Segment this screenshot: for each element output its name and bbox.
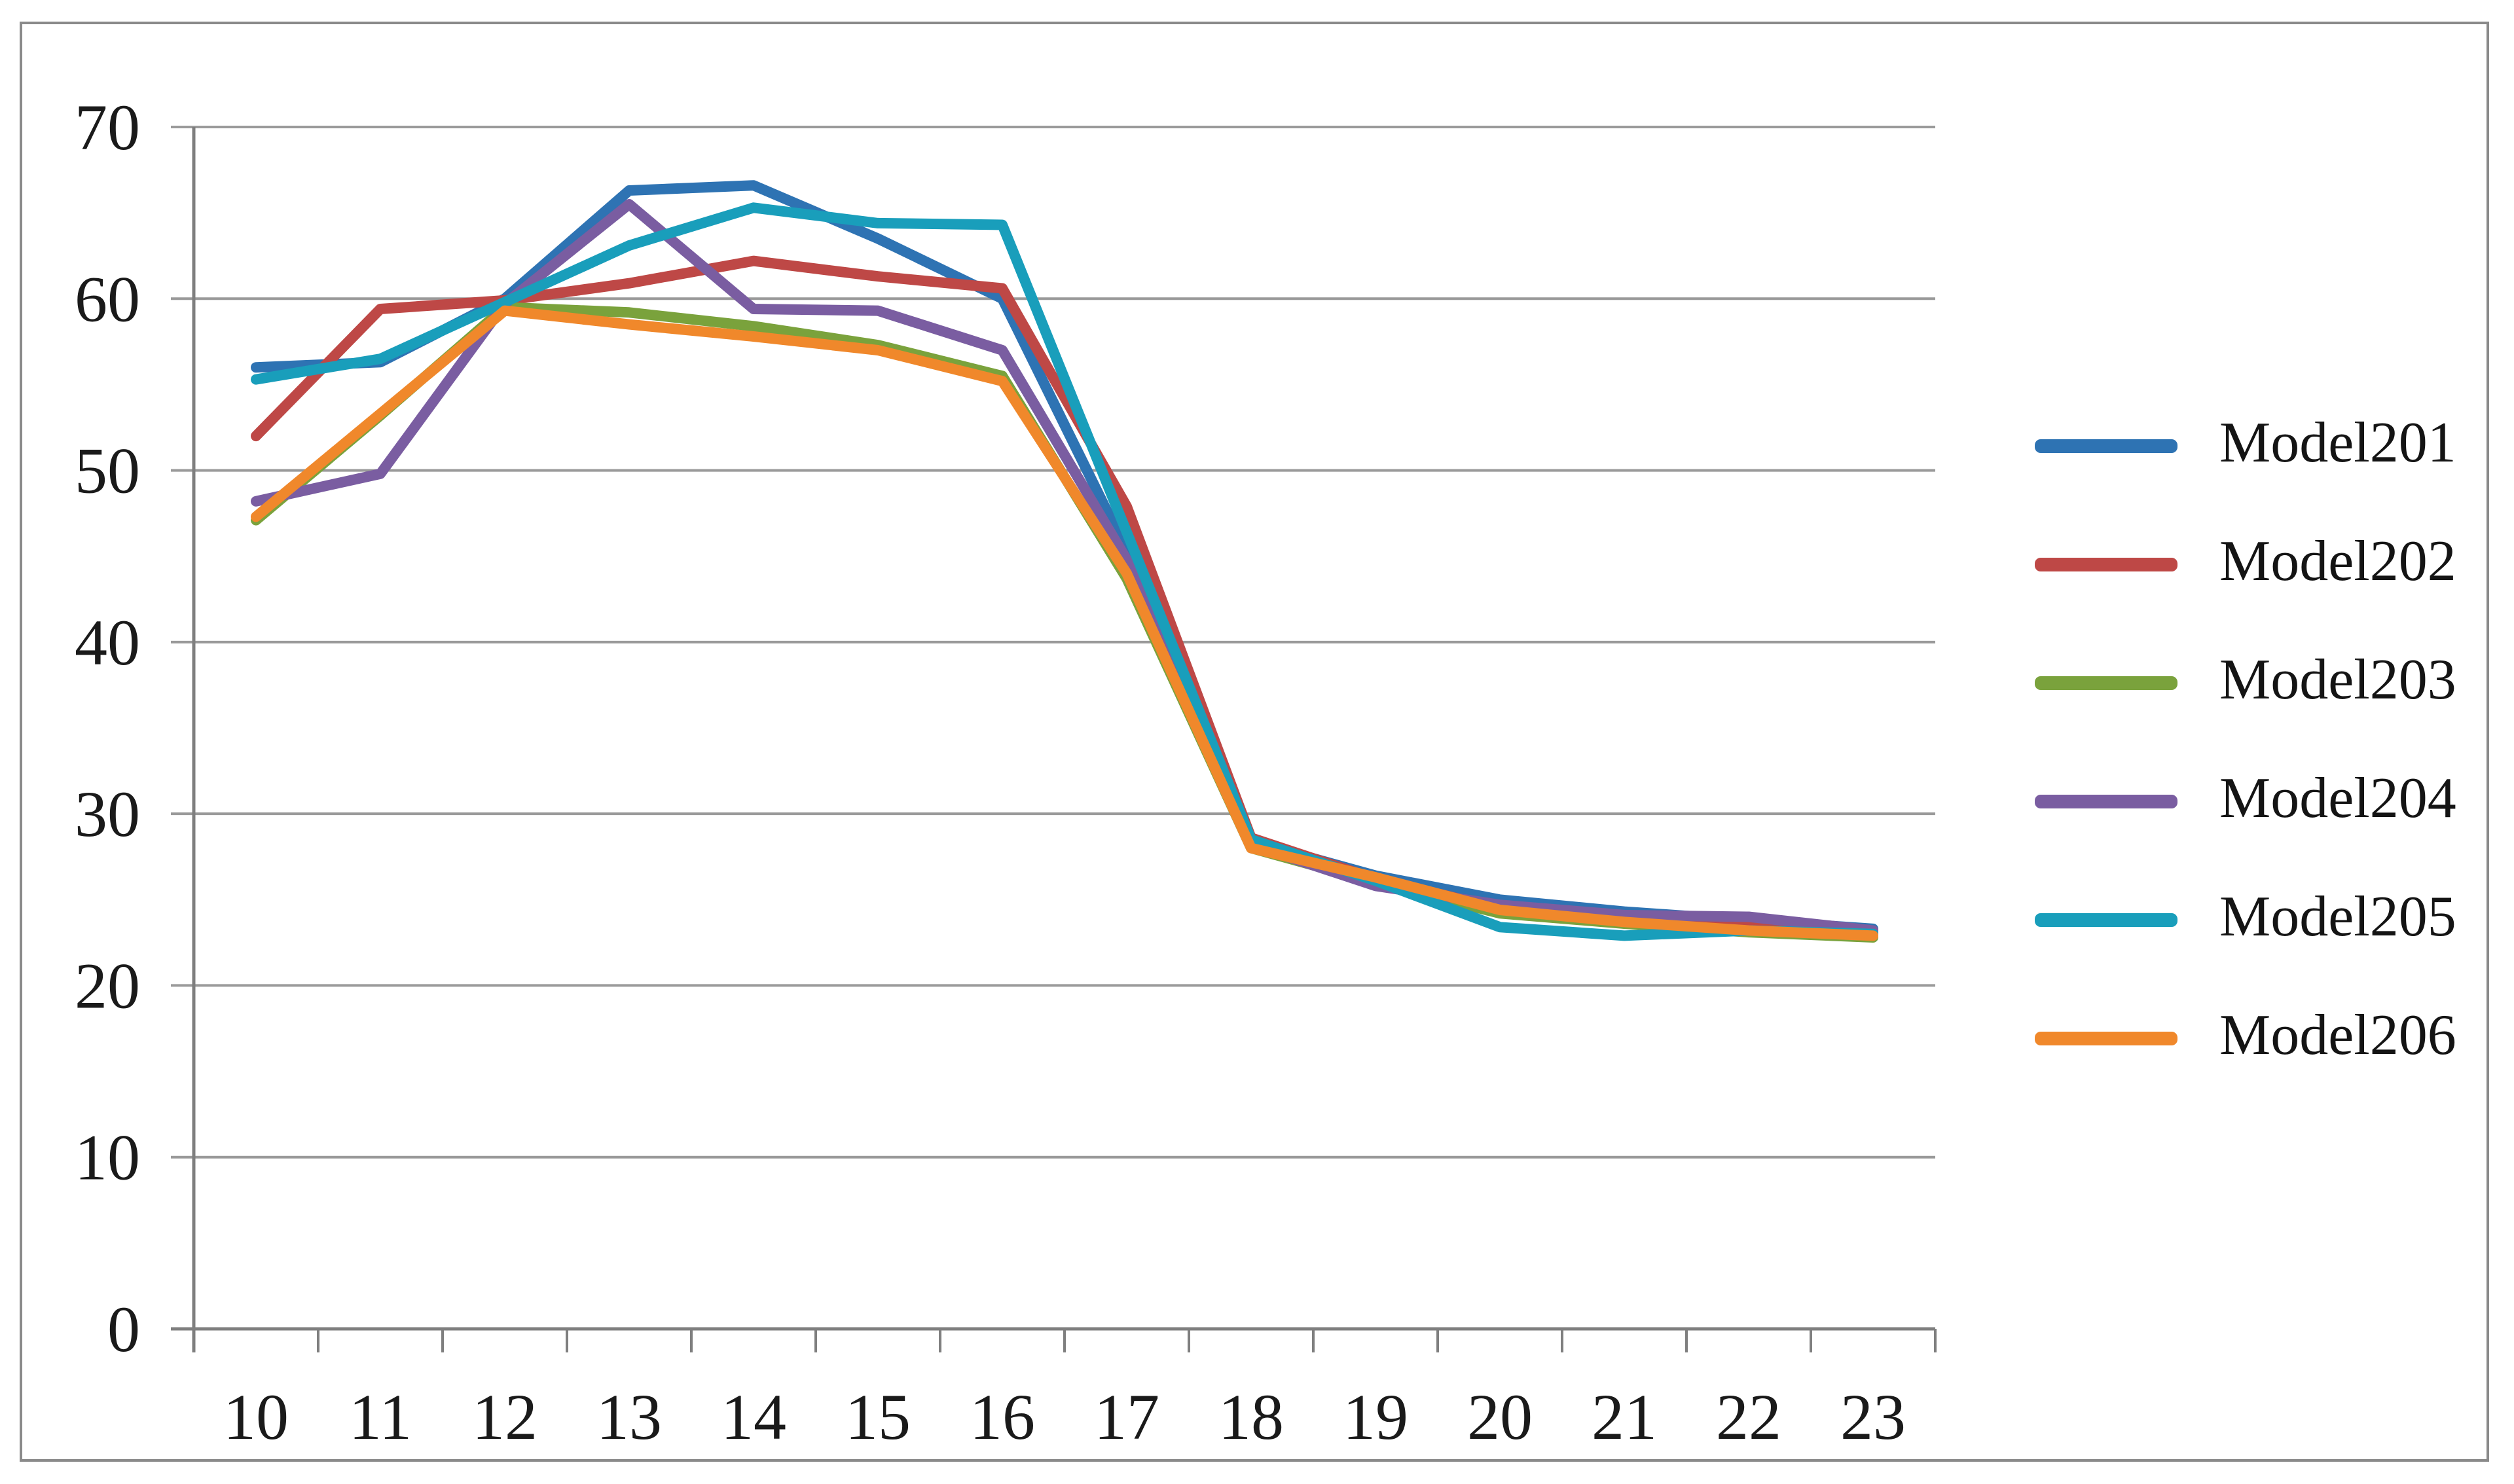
y-tick-label-70: 70 (75, 91, 140, 164)
x-tick-label-18: 18 (1218, 1381, 1284, 1453)
y-tick-label-50: 50 (75, 435, 140, 507)
x-tick-label-13: 13 (596, 1381, 662, 1453)
x-tick-label-22: 22 (1716, 1381, 1781, 1453)
x-tick-label-16: 16 (970, 1381, 1035, 1453)
x-tick-label-14: 14 (721, 1381, 786, 1453)
y-tick-label-20: 20 (75, 949, 140, 1022)
y-tick-label-40: 40 (75, 606, 140, 679)
series-line-Model205 (251, 202, 1878, 941)
x-tick-label-17: 17 (1094, 1381, 1159, 1453)
x-tick-label-19: 19 (1343, 1381, 1408, 1453)
x-tick-label-10: 10 (223, 1381, 289, 1453)
x-tick-label-23: 23 (1840, 1381, 1906, 1453)
series-line-Model206 (251, 305, 1878, 941)
series-line-Model202 (251, 255, 1878, 938)
y-tick-label-60: 60 (75, 262, 140, 335)
x-tick-label-20: 20 (1467, 1381, 1533, 1453)
x-tick-label-12: 12 (472, 1381, 537, 1453)
y-tick-label-30: 30 (75, 778, 140, 850)
x-tick-label-11: 11 (349, 1381, 412, 1453)
y-tick-label-10: 10 (75, 1121, 140, 1194)
x-tick-label-15: 15 (845, 1381, 911, 1453)
figure-border (20, 22, 2489, 1462)
y-tick-label-0: 0 (107, 1293, 140, 1366)
x-tick-label-21: 21 (1592, 1381, 1657, 1453)
